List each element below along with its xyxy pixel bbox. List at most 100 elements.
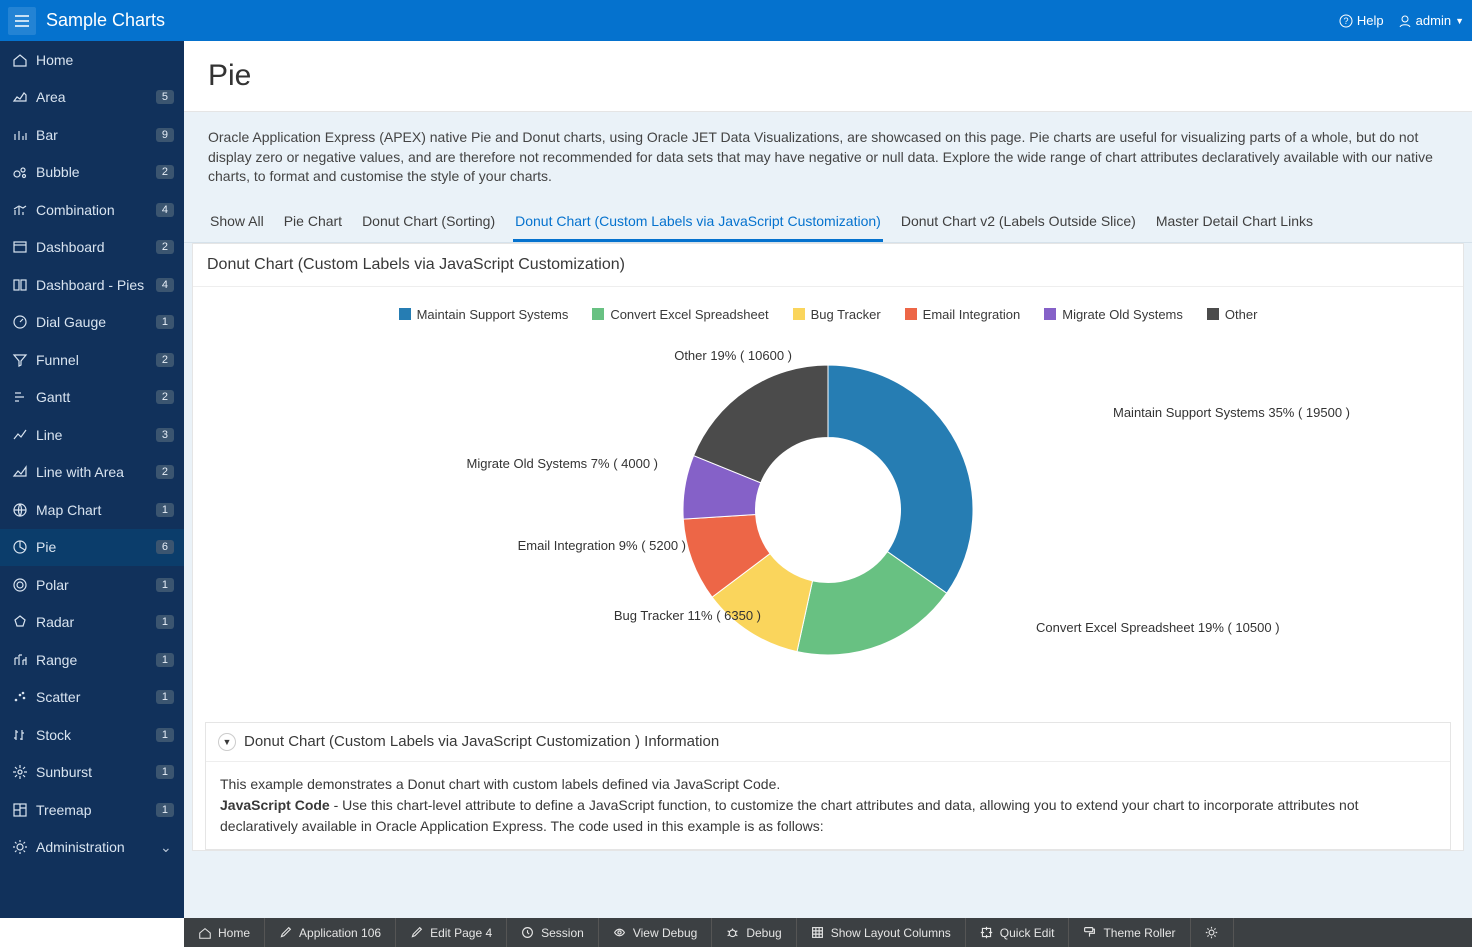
sidebar-item-home[interactable]: Home	[0, 41, 184, 79]
linea-icon	[10, 464, 30, 480]
sidebar-item-label: Home	[36, 52, 174, 68]
combo-icon	[10, 202, 30, 218]
dial-icon	[10, 314, 30, 330]
app-header: Sample Charts ? Help admin ▼	[0, 0, 1472, 41]
donut-slice[interactable]	[828, 365, 973, 593]
legend-swatch	[1207, 308, 1219, 320]
sidebar-badge: 9	[156, 128, 174, 142]
sidebar-item-dashboard-pies[interactable]: Dashboard - Pies4	[0, 266, 184, 304]
app-title: Sample Charts	[46, 10, 165, 31]
sidebar-item-radar[interactable]: Radar1	[0, 604, 184, 642]
sidebar-item-pie[interactable]: Pie6	[0, 529, 184, 567]
eye-icon	[613, 926, 627, 939]
slice-label: Migrate Old Systems 7% ( 4000 )	[467, 456, 658, 471]
devbar-session[interactable]: Session	[507, 918, 599, 947]
devbar-view-debug[interactable]: View Debug	[599, 918, 713, 947]
page-title: Pie	[208, 59, 1448, 93]
devbar-quick-edit[interactable]: Quick Edit	[966, 918, 1070, 947]
info-body: This example demonstrates a Donut chart …	[206, 762, 1450, 849]
sidebar-item-polar[interactable]: Polar1	[0, 566, 184, 604]
devbar-theme-roller[interactable]: Theme Roller	[1069, 918, 1190, 947]
page-description: Oracle Application Express (APEX) native…	[184, 112, 1472, 203]
legend-item[interactable]: Bug Tracker	[793, 307, 881, 322]
sidebar-item-label: Dashboard - Pies	[36, 277, 156, 293]
pie-icon	[10, 539, 30, 555]
stock-icon	[10, 727, 30, 743]
chart-panel-title: Donut Chart (Custom Labels via JavaScrip…	[193, 244, 1463, 287]
sidebar-item-combination[interactable]: Combination4	[0, 191, 184, 229]
sidebar-item-administration[interactable]: Administration⌄	[0, 829, 184, 867]
devbar-edit-page-4[interactable]: Edit Page 4	[396, 918, 507, 947]
info-panel: ▼ Donut Chart (Custom Labels via JavaScr…	[205, 722, 1451, 850]
tab[interactable]: Master Detail Chart Links	[1154, 203, 1315, 242]
legend-swatch	[793, 308, 805, 320]
sidebar-badge: 1	[156, 578, 174, 592]
sidebar-item-label: Line	[36, 427, 156, 443]
sidebar-item-dashboard[interactable]: Dashboard2	[0, 229, 184, 267]
devbar-label: Edit Page 4	[430, 926, 492, 940]
chart-panel: Donut Chart (Custom Labels via JavaScrip…	[192, 243, 1464, 851]
sidebar-item-stock[interactable]: Stock1	[0, 716, 184, 754]
sidebar-item-label: Dial Gauge	[36, 314, 156, 330]
sidebar-badge: 4	[156, 278, 174, 292]
legend-item[interactable]: Migrate Old Systems	[1044, 307, 1183, 322]
devbar-label: Session	[541, 926, 584, 940]
legend-item[interactable]: Email Integration	[905, 307, 1021, 322]
sidebar-badge: 2	[156, 353, 174, 367]
devbar-home[interactable]: Home	[184, 918, 265, 947]
user-label: admin	[1416, 13, 1451, 28]
user-menu[interactable]: admin ▼	[1398, 13, 1464, 28]
collapse-toggle[interactable]: ▼	[218, 733, 236, 751]
home-icon	[10, 52, 30, 68]
gantt-icon	[10, 389, 30, 405]
sidebar-item-treemap[interactable]: Treemap1	[0, 791, 184, 829]
sidebar-item-bubble[interactable]: Bubble2	[0, 154, 184, 192]
clock-icon	[521, 926, 535, 939]
sidebar-item-bar[interactable]: Bar9	[0, 116, 184, 154]
tab[interactable]: Donut Chart (Custom Labels via JavaScrip…	[513, 203, 883, 242]
menu-toggle-button[interactable]	[8, 7, 36, 35]
sidebar-item-line-with-area[interactable]: Line with Area2	[0, 454, 184, 492]
roller-icon	[1083, 926, 1097, 939]
sunburst-icon	[10, 764, 30, 780]
sidebar-item-funnel[interactable]: Funnel2	[0, 341, 184, 379]
slice-label: Email Integration 9% ( 5200 )	[518, 538, 686, 553]
legend-item[interactable]: Maintain Support Systems	[399, 307, 569, 322]
sidebar-item-dial-gauge[interactable]: Dial Gauge1	[0, 304, 184, 342]
line-icon	[10, 427, 30, 443]
admin-icon	[10, 839, 30, 855]
sidebar-badge: 1	[156, 315, 174, 329]
developer-toolbar: HomeApplication 106 Edit Page 4 Session Vie…	[184, 918, 1472, 947]
help-link[interactable]: ? Help	[1339, 13, 1384, 28]
chevron-down-icon: ⌄	[160, 839, 174, 856]
target-icon	[980, 926, 994, 939]
tab[interactable]: Pie Chart	[282, 203, 344, 242]
sidebar-item-line[interactable]: Line3	[0, 416, 184, 454]
info-line1: This example demonstrates a Donut chart …	[220, 774, 1436, 795]
sidebar-item-label: Treemap	[36, 802, 156, 818]
legend-swatch	[905, 308, 917, 320]
sidebar-item-scatter[interactable]: Scatter1	[0, 679, 184, 717]
sidebar-item-sunburst[interactable]: Sunburst1	[0, 754, 184, 792]
devbar-application-106[interactable]: Application 106	[265, 918, 396, 947]
devbar-label: Debug	[746, 926, 781, 940]
sidebar-item-area[interactable]: Area5	[0, 79, 184, 117]
sidebar-item-map-chart[interactable]: Map Chart1	[0, 491, 184, 529]
map-icon	[10, 502, 30, 518]
sidebar-badge: 5	[156, 90, 174, 104]
sidebar-item-gantt[interactable]: Gantt2	[0, 379, 184, 417]
legend-label: Bug Tracker	[811, 307, 881, 322]
legend-item[interactable]: Convert Excel Spreadsheet	[592, 307, 768, 322]
devbar-show-layout-columns[interactable]: Show Layout Columns	[797, 918, 966, 947]
sidebar-item-label: Sunburst	[36, 764, 156, 780]
tab[interactable]: Donut Chart (Sorting)	[360, 203, 497, 242]
sidebar-item-label: Map Chart	[36, 502, 156, 518]
devbar-gear[interactable]	[1191, 918, 1234, 947]
sidebar-badge: 6	[156, 540, 174, 554]
legend-item[interactable]: Other	[1207, 307, 1258, 322]
sidebar-item-range[interactable]: Range1	[0, 641, 184, 679]
devbar-debug[interactable]: Debug	[712, 918, 796, 947]
tab[interactable]: Show All	[208, 203, 266, 242]
user-icon	[1398, 14, 1412, 28]
tab[interactable]: Donut Chart v2 (Labels Outside Slice)	[899, 203, 1138, 242]
